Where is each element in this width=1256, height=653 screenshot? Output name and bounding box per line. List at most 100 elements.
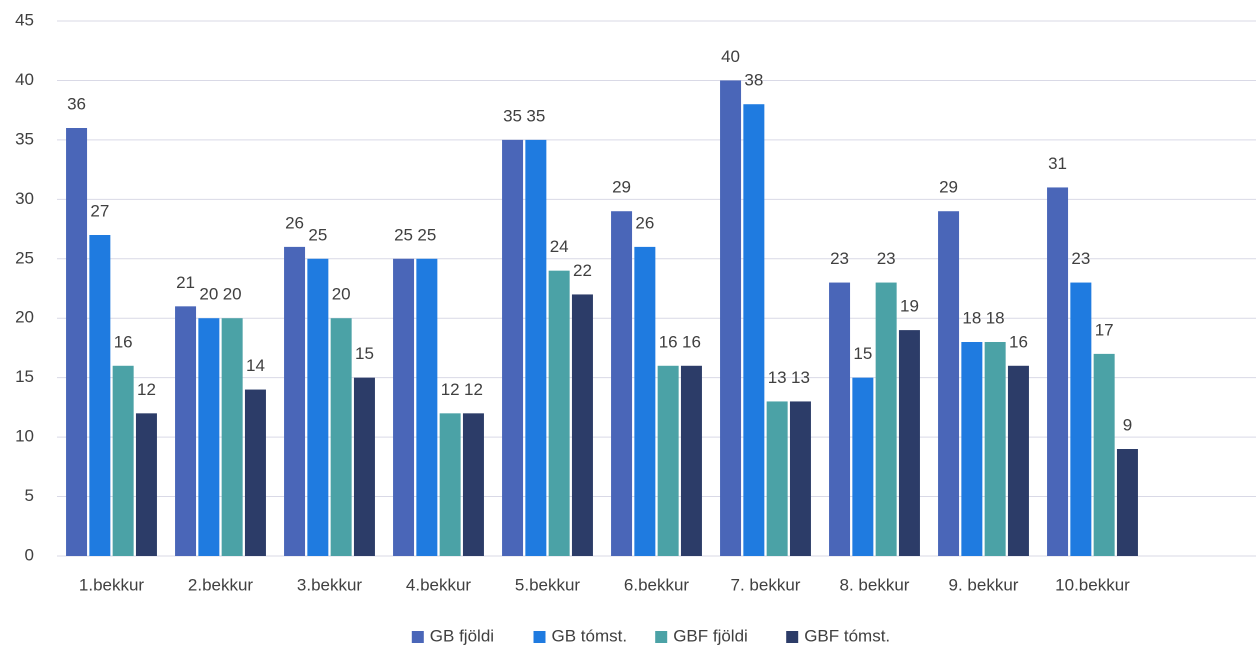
bar xyxy=(502,139,524,556)
bar xyxy=(244,389,266,556)
bar xyxy=(938,211,960,556)
bar xyxy=(307,258,329,556)
bar xyxy=(198,318,220,556)
bar xyxy=(66,128,88,556)
bar xyxy=(961,342,983,556)
data-label: 29 xyxy=(939,178,958,197)
x-tick-label: 8. bekkur xyxy=(840,575,910,594)
data-label: 17 xyxy=(1095,320,1114,339)
data-label: 14 xyxy=(246,356,265,375)
data-label: 36 xyxy=(67,94,86,113)
y-tick-label: 15 xyxy=(15,367,34,386)
y-tick-label: 20 xyxy=(15,308,34,327)
bar xyxy=(680,365,702,556)
x-tick-label: 6.bekkur xyxy=(624,575,690,594)
bar xyxy=(416,258,438,556)
x-tick-label: 3.bekkur xyxy=(297,575,363,594)
legend-label: GBF fjöldi xyxy=(673,626,748,645)
bar xyxy=(789,401,811,556)
data-label: 12 xyxy=(137,380,156,399)
data-label: 16 xyxy=(659,332,678,351)
legend-label: GBF tómst. xyxy=(804,626,890,645)
data-label: 27 xyxy=(90,201,109,220)
legend-label: GB fjöldi xyxy=(430,626,494,645)
x-tick-label: 10.bekkur xyxy=(1055,575,1130,594)
bar xyxy=(571,294,593,556)
data-label: 16 xyxy=(114,332,133,351)
data-label: 23 xyxy=(1071,249,1090,268)
x-tick-label: 2.bekkur xyxy=(188,575,254,594)
bar xyxy=(1093,353,1115,556)
bar xyxy=(743,104,765,556)
data-label: 22 xyxy=(573,261,592,280)
bar xyxy=(175,306,197,556)
data-label: 16 xyxy=(682,332,701,351)
bar xyxy=(657,365,679,556)
y-tick-label: 30 xyxy=(15,189,34,208)
x-tick-label: 5.bekkur xyxy=(515,575,581,594)
legend-swatch xyxy=(533,631,546,643)
bar xyxy=(284,246,306,556)
y-tick-label: 5 xyxy=(25,486,34,505)
bar xyxy=(393,258,415,556)
data-label: 18 xyxy=(962,308,981,327)
data-label: 12 xyxy=(464,380,483,399)
bar xyxy=(1116,449,1138,556)
bar xyxy=(462,413,484,556)
bar xyxy=(525,139,547,556)
legend-swatch xyxy=(786,631,799,643)
data-label: 18 xyxy=(986,308,1005,327)
y-tick-label: 10 xyxy=(15,427,34,446)
x-tick-label: 4.bekkur xyxy=(406,575,472,594)
bar xyxy=(611,211,633,556)
legend-swatch xyxy=(655,631,668,643)
bar xyxy=(439,413,461,556)
bar xyxy=(221,318,243,556)
bar xyxy=(766,401,788,556)
bar xyxy=(1070,282,1092,556)
data-label: 40 xyxy=(721,47,740,66)
legend: GB fjöldi GB tómst. GBF fjöldi GBF tómst. xyxy=(411,626,890,645)
bar xyxy=(898,330,920,556)
x-tick-label: 7. bekkur xyxy=(731,575,801,594)
data-label: 26 xyxy=(285,213,304,232)
data-label: 20 xyxy=(223,285,242,304)
data-label: 20 xyxy=(332,285,351,304)
data-label: 25 xyxy=(417,225,436,244)
bar xyxy=(353,377,375,556)
data-label: 38 xyxy=(744,71,763,90)
data-label: 13 xyxy=(768,368,787,387)
bar xyxy=(330,318,352,556)
bar xyxy=(720,80,742,556)
data-label: 12 xyxy=(441,380,460,399)
data-label: 15 xyxy=(355,344,374,363)
data-label: 35 xyxy=(526,106,545,125)
legend-label: GB tómst. xyxy=(552,626,628,645)
data-label: 9 xyxy=(1123,415,1132,434)
data-label: 19 xyxy=(900,297,919,316)
data-label: 16 xyxy=(1009,332,1028,351)
bar xyxy=(112,365,134,556)
data-label: 26 xyxy=(635,213,654,232)
data-label: 35 xyxy=(503,106,522,125)
y-tick-label: 25 xyxy=(15,248,34,267)
y-tick-label: 40 xyxy=(15,70,34,89)
y-tick-label: 35 xyxy=(15,129,34,148)
x-tick-label: 9. bekkur xyxy=(949,575,1019,594)
bar xyxy=(89,235,111,556)
data-label: 23 xyxy=(877,249,896,268)
data-label: 25 xyxy=(308,225,327,244)
data-label: 24 xyxy=(550,237,569,256)
x-tick-label: 1.bekkur xyxy=(79,575,145,594)
bar xyxy=(135,413,157,556)
bar xyxy=(1007,365,1029,556)
y-tick-label: 0 xyxy=(25,545,34,564)
data-label: 23 xyxy=(830,249,849,268)
data-label: 21 xyxy=(176,273,195,292)
data-label: 15 xyxy=(853,344,872,363)
bar xyxy=(984,342,1006,556)
bar xyxy=(829,282,851,556)
data-label: 29 xyxy=(612,178,631,197)
legend-swatch xyxy=(411,631,424,643)
